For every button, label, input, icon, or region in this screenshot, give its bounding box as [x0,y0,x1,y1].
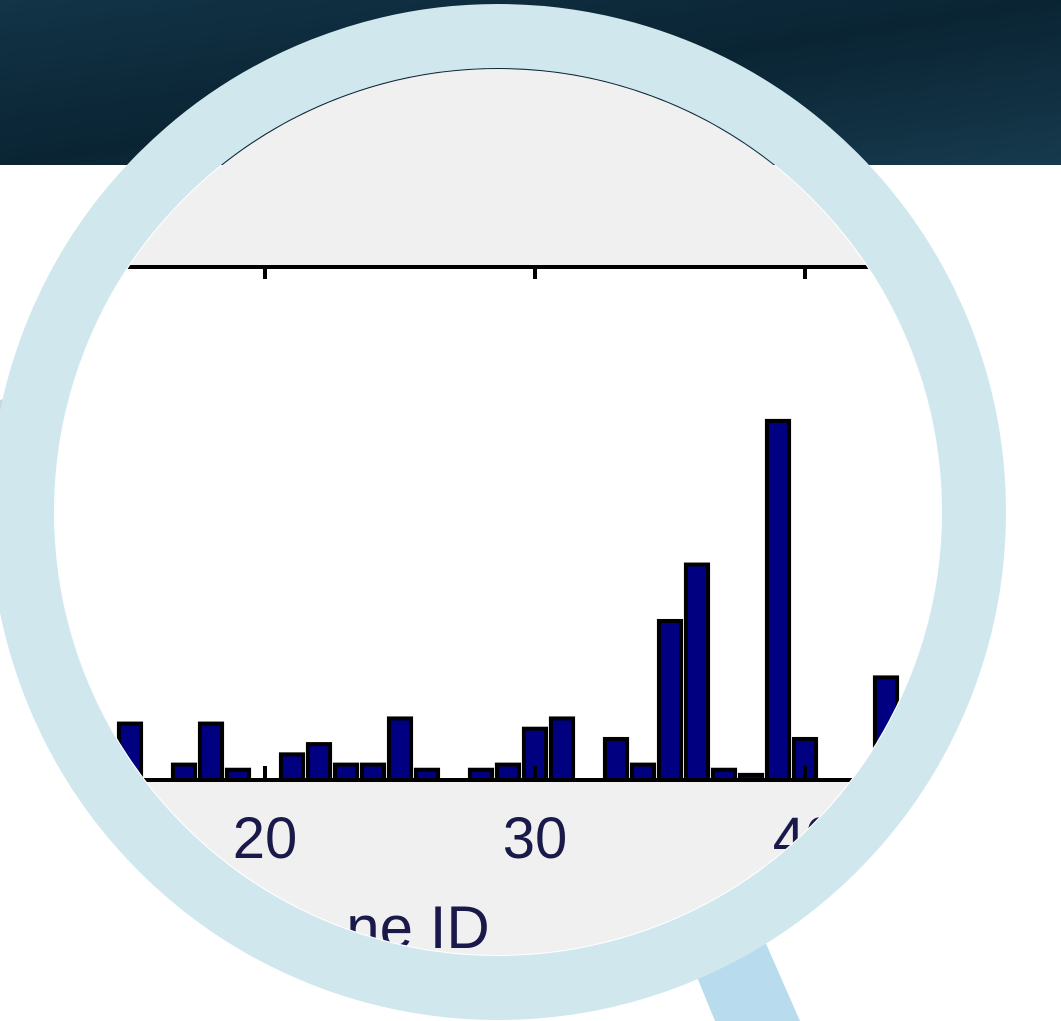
bar [278,752,306,782]
bar [683,562,711,782]
bar [494,762,522,782]
bar [602,736,630,783]
bar [359,762,387,782]
bar [305,742,333,783]
bar [656,618,684,782]
bar [764,418,792,782]
bar [197,721,225,783]
bar [386,716,414,783]
bar [629,762,657,782]
bar [332,762,360,782]
bar [170,762,198,782]
x-tick-label: 20 [233,806,298,871]
plot-area [55,265,941,780]
x-tick-label: 30 [503,806,568,871]
lens-ring [0,4,1006,1020]
bar [548,716,576,783]
